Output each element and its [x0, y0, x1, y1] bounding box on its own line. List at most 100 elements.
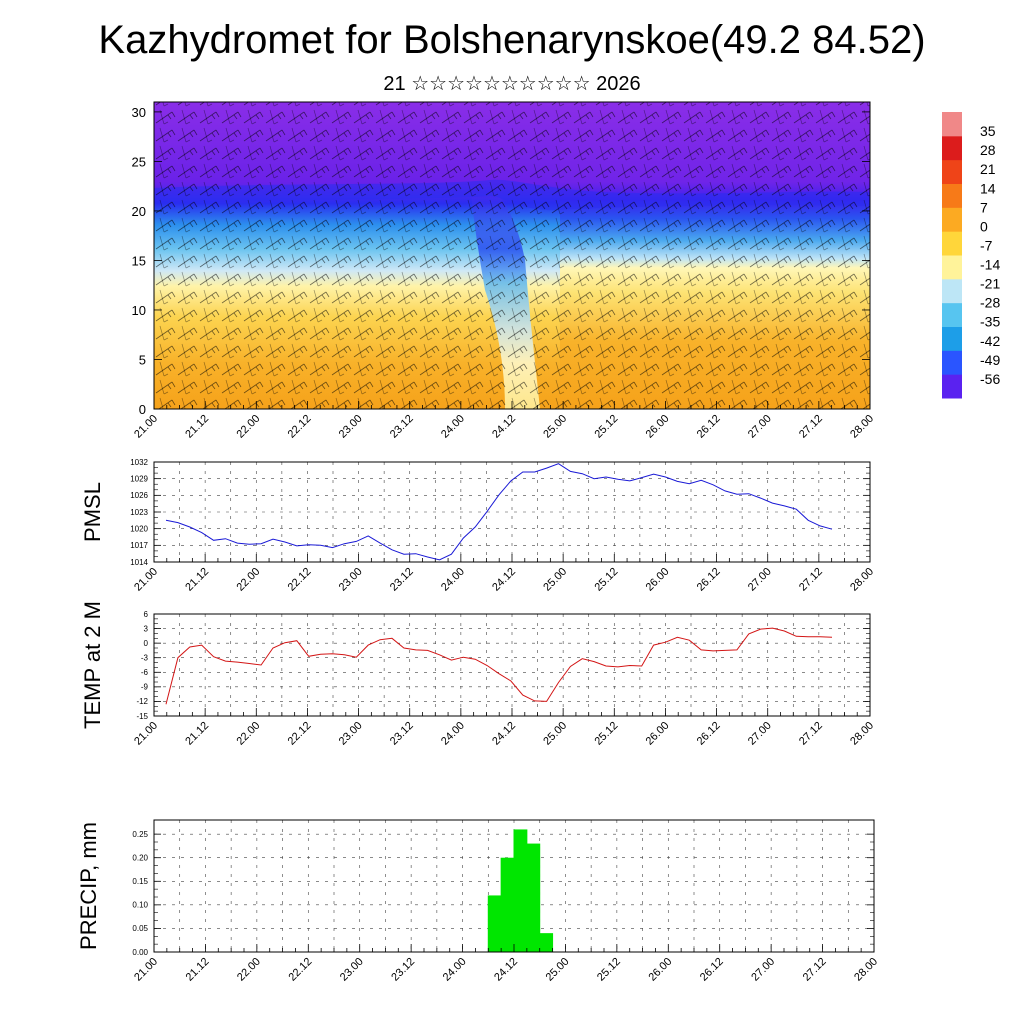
- colorbar-swatch: [942, 326, 962, 351]
- y-tick-label: -9: [141, 683, 149, 692]
- y-tick-label: 30: [132, 105, 146, 120]
- temp-grid: [154, 614, 870, 716]
- precip-bar: [500, 857, 515, 952]
- x-tick-label: 26.00: [644, 413, 672, 441]
- x-tick-label: 27.00: [749, 956, 777, 984]
- x-tick-label: 23.00: [337, 566, 365, 594]
- x-tick-label: 23.00: [338, 956, 366, 984]
- pmsl-y-label: PMSL: [80, 482, 105, 542]
- precip-bar: [539, 933, 554, 952]
- x-tick-label: 27.12: [801, 956, 829, 984]
- y-tick-label: -6: [141, 668, 149, 677]
- x-tick-label: 24.00: [441, 956, 469, 984]
- x-tick-label: 23.12: [388, 413, 416, 441]
- x-tick-label: 25.00: [541, 566, 569, 594]
- y-tick-label: 0: [139, 402, 146, 417]
- precip-y-label: PRECIP, mm: [76, 822, 101, 950]
- x-tick-label: 23.00: [337, 413, 365, 441]
- x-tick-label: 23.12: [388, 720, 416, 748]
- x-tick-label: 25.12: [592, 566, 620, 594]
- x-tick-label: 27.12: [797, 413, 825, 441]
- x-tick-label: 28.00: [848, 413, 876, 441]
- colorbar-swatch: [942, 207, 962, 232]
- x-tick-label: 25.00: [541, 720, 569, 748]
- x-tick-label: 26.00: [644, 720, 672, 748]
- y-tick-label: 20: [132, 204, 146, 219]
- y-tick-label: 0.25: [132, 830, 148, 839]
- x-tick-label: 26.00: [644, 566, 672, 594]
- x-tick-label: 22.00: [234, 720, 262, 748]
- colorbar-label: 21: [980, 161, 996, 177]
- y-tick-label: -3: [141, 654, 149, 663]
- x-tick-label: 24.12: [490, 566, 518, 594]
- colorbar-swatch: [942, 112, 962, 137]
- y-tick-label: 1014: [130, 558, 148, 567]
- colorbar-label: -7: [980, 237, 993, 253]
- x-tick-label: 23.00: [337, 720, 365, 748]
- x-tick-label: 22.12: [286, 720, 314, 748]
- colorbar-label: 0: [980, 218, 988, 234]
- colorbar-label: 7: [980, 199, 988, 215]
- x-tick-label: 24.00: [439, 566, 467, 594]
- x-tick-label: 22.00: [235, 956, 263, 984]
- x-tick-label: 24.12: [492, 956, 520, 984]
- y-tick-label: 10: [132, 303, 146, 318]
- colorbar-label: -42: [980, 333, 1000, 349]
- pmsl-frame: [153, 461, 871, 563]
- x-tick-label: 23.12: [388, 566, 416, 594]
- colorbar-boxes: [942, 112, 962, 399]
- colorbar-label: -49: [980, 352, 1000, 368]
- y-tick-label: 1020: [130, 524, 148, 533]
- x-tick-label: 22.12: [286, 413, 314, 441]
- x-tick-label: 25.00: [541, 413, 569, 441]
- temp-panel: -15 -12 -9 -6 -3 0 3 6 21.00 21.12 22.00 22.12 23.0…: [80, 601, 876, 748]
- colorbar-swatch: [942, 302, 962, 327]
- x-tick-label: 22.00: [234, 566, 262, 594]
- x-tick-label: 26.12: [695, 413, 723, 441]
- x-tick-label: 28.00: [848, 720, 876, 748]
- x-tick-label: 21.00: [132, 956, 160, 984]
- x-tick-label: 24.00: [439, 720, 467, 748]
- x-tick-label: 24.12: [490, 413, 518, 441]
- colorbar-label: 14: [980, 180, 996, 196]
- x-tick-label: 25.12: [592, 720, 620, 748]
- y-tick-label: 1029: [130, 474, 148, 483]
- colorbar-labels: 35 28 21 14 7 0 -7 -14 -21 -28 -35 -42 -49 -56: [980, 123, 1000, 387]
- y-tick-label: 1032: [130, 458, 148, 467]
- x-tick-label: 26.12: [698, 956, 726, 984]
- y-tick-label: 15: [132, 253, 146, 268]
- colorbar: 35 28 21 14 7 0 -7 -14 -21 -28 -35 -42 -49 -56: [942, 112, 1000, 399]
- y-tick-label: 0.10: [132, 901, 148, 910]
- colorbar-swatch: [942, 350, 962, 375]
- colorbar-swatch: [942, 374, 962, 399]
- colorbar-label: 35: [980, 123, 996, 139]
- x-tick-label: 28.00: [852, 956, 880, 984]
- cross-section-panel: 0 5 10 15 20 25 30 21.00 21.12 22.00 22.12 23.00 23…: [132, 101, 876, 441]
- temp-y-axis: -15 -12 -9 -6 -3 0 3 6: [136, 610, 870, 721]
- y-tick-label: 0.20: [132, 854, 148, 863]
- x-tick-label: 21.12: [184, 956, 212, 984]
- pmsl-grid: [154, 462, 870, 562]
- y-tick-label: 25: [132, 154, 146, 169]
- x-tick-label: 26.12: [695, 720, 723, 748]
- x-tick-label: 27.00: [746, 413, 774, 441]
- x-tick-label: 22.12: [286, 956, 314, 984]
- x-tick-label: 22.00: [234, 413, 262, 441]
- colorbar-swatch: [942, 278, 962, 304]
- y-tick-label: 0.05: [132, 924, 148, 933]
- colorbar-label: -56: [980, 371, 1000, 387]
- colorbar-label: -21: [980, 276, 1000, 292]
- x-tick-label: 21.00: [132, 413, 160, 441]
- precip-panel: 0.00 0.05 0.10 0.15 0.20 0.25 21.00 21.12 22.00…: [76, 819, 880, 984]
- chart-subtitle: 21 ☆☆☆☆☆☆☆☆☆☆ 2026: [383, 73, 641, 95]
- precip-y-axis: 0.00 0.05 0.10 0.15 0.20 0.25: [132, 830, 874, 957]
- y-tick-label: 1017: [130, 541, 148, 550]
- precip-bar: [526, 843, 541, 952]
- x-tick-label: 21.12: [183, 566, 211, 594]
- x-tick-label: 21.00: [132, 720, 160, 748]
- colorbar-label: -14: [980, 257, 1000, 273]
- x-tick-label: 25.12: [592, 413, 620, 441]
- colorbar-swatch: [942, 183, 962, 208]
